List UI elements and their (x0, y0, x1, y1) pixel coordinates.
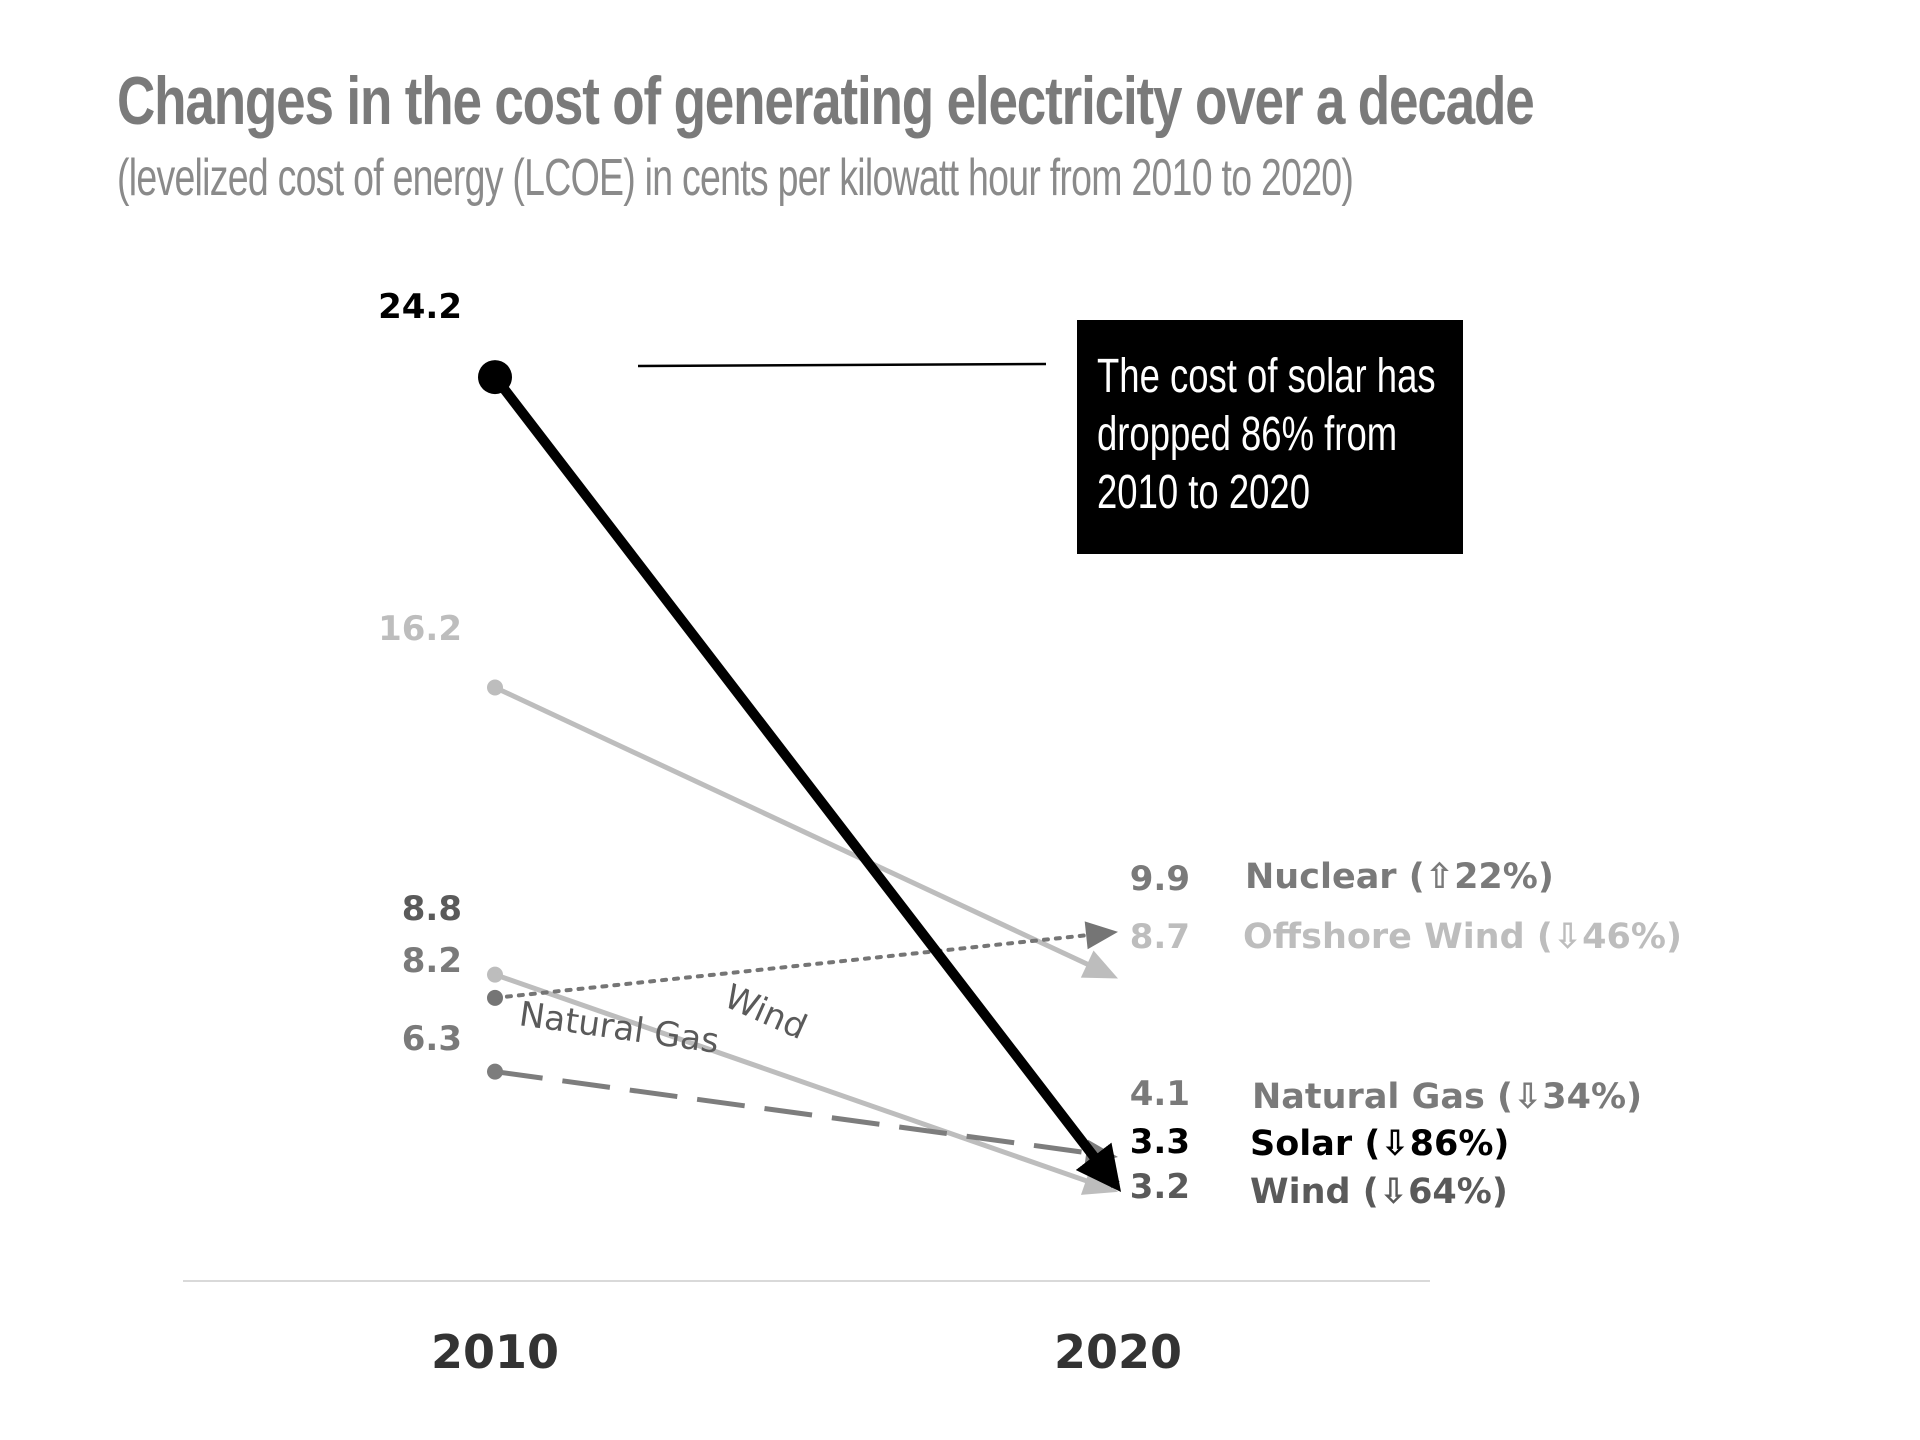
start-label-wind: 8.8 (402, 889, 462, 929)
x-tick-2020: 2020 (1054, 1325, 1182, 1379)
point-solar-2010 (478, 360, 512, 395)
end-label-wind: 3.2 (1130, 1167, 1190, 1207)
inline-label-wind: Wind (718, 977, 812, 1048)
series-line-offshore-wind (493, 685, 1096, 970)
annotation-leader-line (637, 362, 1047, 368)
series-line-solar (491, 374, 1122, 1192)
series-line-wind (494, 972, 1095, 1186)
inline-label-natural-gas: Natural Gas (517, 994, 722, 1062)
end-label-natural-gas: 4.1 (1130, 1074, 1190, 1114)
end-label-offshore-wind: 8.7 (1130, 917, 1190, 957)
annotation-box: The cost of solar has dropped 86% from 2… (1077, 320, 1463, 554)
chart-subtitle: (levelized cost of energy (LCOE) in cent… (117, 149, 1354, 207)
series-line-natural-gas (494, 1069, 1093, 1156)
end-label-solar: 3.3 (1130, 1122, 1190, 1162)
legend-label-natural-gas: Natural Gas (⇩34%) (1252, 1077, 1642, 1117)
x-tick-2010: 2010 (431, 1325, 559, 1379)
chart-title: Changes in the cost of generating electr… (117, 63, 1535, 139)
series-line-nuclear (493, 932, 1095, 1000)
legend-label-nuclear: Nuclear (⇧22%) (1245, 857, 1554, 897)
start-label-nuclear: 8.2 (402, 941, 462, 981)
legend-label-solar: Solar (⇩86%) (1250, 1124, 1509, 1164)
legend-label-offshore-wind: Offshore Wind (⇩46%) (1243, 917, 1682, 957)
end-label-nuclear: 9.9 (1130, 859, 1190, 899)
point-nuclear-2020 (1084, 921, 1118, 950)
start-label-solar: 24.2 (378, 287, 462, 327)
point-offshore-wind-2020 (1080, 950, 1118, 979)
annotation-text: The cost of solar has dropped 86% from 2… (1097, 350, 1436, 519)
legend-label-wind: Wind (⇩64%) (1250, 1172, 1508, 1212)
start-label-natural-gas: 6.3 (402, 1019, 462, 1059)
start-label-offshore-wind: 16.2 (378, 609, 462, 649)
